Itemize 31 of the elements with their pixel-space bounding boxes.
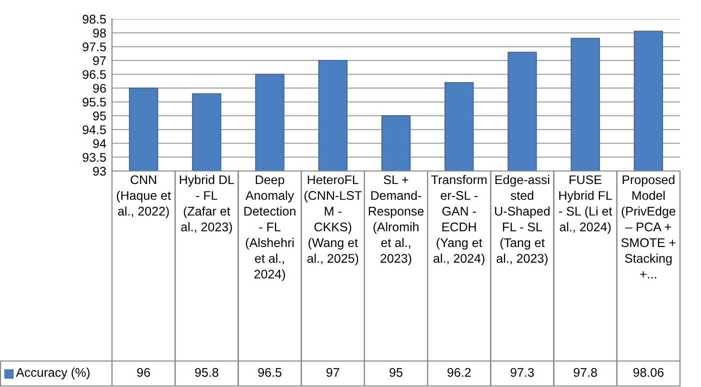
y-tick-label: 94 <box>93 139 106 148</box>
x-tick-label: CNN (Haque et al., 2022) <box>116 175 171 218</box>
y-tick-label: 97.5 <box>82 42 106 52</box>
x-tick-label: Edge-assisted U-Shaped FL - SL (Tang et al., 2023) <box>495 175 550 266</box>
data-label: 98.06 <box>633 368 664 377</box>
x-tick-label: Transformer-SL - GAN - ECDH (Yang et al., 2024) <box>431 175 487 266</box>
y-tick-label: 96.5 <box>82 70 106 79</box>
x-tick-label: SL + Demand-Response (Alromih et al., 2023) <box>368 175 424 266</box>
data-label: 96.2 <box>448 368 471 377</box>
y-tick-label: 96 <box>93 84 106 93</box>
y-tick-label: 95.5 <box>82 98 106 107</box>
y-tick-label: 98 <box>93 28 106 38</box>
x-tick-label: HeteroFL (CNN-LSTM - CKKS) (Wang et al., 2025) <box>304 175 362 266</box>
data-label: 95 <box>390 368 402 377</box>
y-tick-label: 93 <box>93 166 106 176</box>
x-tick-label: Hybrid DL - FL (Zafar et al., 2023) <box>180 175 234 234</box>
x-tick-label: Proposed Model (PrivEdge – PCA + SMOTE + Stacking +... <box>621 175 676 278</box>
legend-label: Accuracy (%) <box>16 368 90 380</box>
data-label: 97.3 <box>510 368 534 377</box>
data-label: 95.8 <box>195 368 218 377</box>
data-label: 96.5 <box>258 368 282 377</box>
x-tick-label: FUSE Hybrid FL - SL (Li et al., 2024) <box>559 175 612 234</box>
y-tick-label: 97 <box>93 56 106 66</box>
y-tick-label: 93.5 <box>82 152 106 162</box>
x-tick-label: Deep Anomaly Detection - FL (Alshehri et al., 2024) <box>244 175 296 282</box>
y-tick-label: 98.5 <box>82 14 106 24</box>
y-tick-label: 94.5 <box>82 125 106 134</box>
data-label: 96 <box>137 368 150 377</box>
data-label: 97 <box>326 368 340 377</box>
y-tick-label: 95 <box>93 112 106 120</box>
data-label: 97.8 <box>574 368 597 377</box>
